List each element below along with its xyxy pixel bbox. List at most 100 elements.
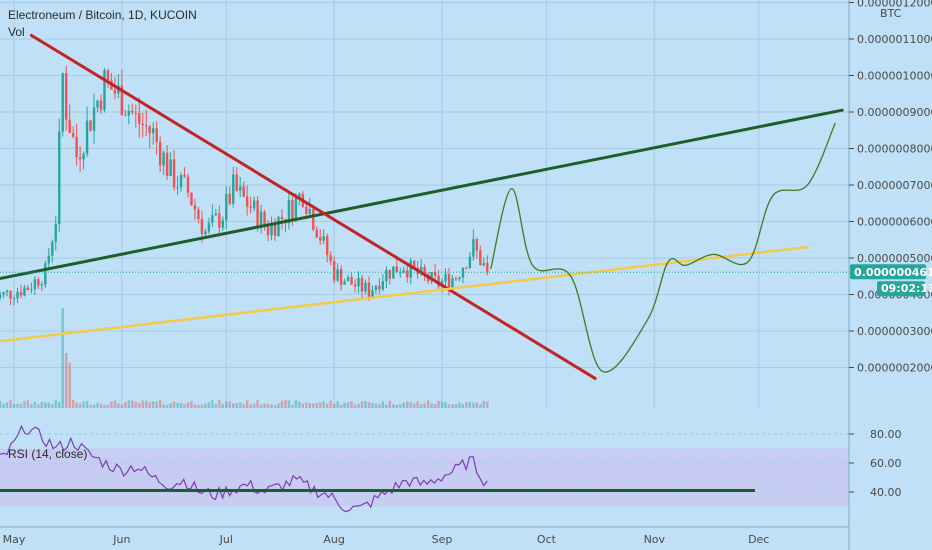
volume-bar [106, 404, 110, 408]
candle-body [204, 231, 207, 235]
candle-body [385, 269, 388, 282]
volume-bar [225, 401, 228, 408]
candle-body [249, 206, 252, 209]
candle-body [232, 174, 235, 204]
time-tick-label: Aug [323, 533, 344, 546]
countdown-label: 09:02:13 [881, 282, 932, 295]
candle-body [423, 267, 426, 275]
candle-body [252, 200, 256, 209]
candle-body [479, 250, 482, 266]
candle-body [23, 287, 26, 296]
volume-bar [259, 404, 263, 408]
candle-body [378, 285, 381, 290]
volume-bar [294, 400, 298, 408]
volume-bar [124, 401, 127, 408]
candle-body [472, 239, 475, 257]
volume-bar [228, 401, 231, 408]
volume-bar [92, 404, 96, 408]
candle-body [242, 186, 245, 197]
volume-bar [458, 402, 461, 408]
volume-bar [468, 401, 472, 408]
candle-body [96, 100, 99, 108]
volume-bar [423, 403, 426, 408]
volume-bar [89, 404, 92, 408]
price-unit-label: BTC [880, 7, 902, 20]
candle-body [12, 298, 16, 300]
candle-body [312, 209, 315, 230]
volume-bar [239, 402, 242, 408]
candle-body [399, 272, 402, 274]
candle-body [468, 256, 472, 269]
candle-body [200, 218, 204, 235]
candle-body [134, 112, 137, 114]
candle-body [44, 263, 47, 285]
volume-bar [127, 400, 131, 408]
rsi-title: RSI (14, close) [8, 447, 87, 461]
candle-body [465, 267, 468, 269]
price-axis-ticks: 0.0000012000 0.0000011000 0.0000010000 0.00… [849, 0, 932, 375]
projection-drawing[interactable] [490, 122, 836, 373]
volume-bar [406, 401, 409, 408]
candle-body [211, 215, 214, 223]
price-plot-area[interactable] [0, 0, 849, 408]
time-tick-label: Sep [432, 533, 453, 546]
rsi-tick-label: 60.00 [870, 457, 902, 470]
price-tick-label: 0.0000002000 [857, 362, 932, 375]
volume-bar [312, 403, 315, 408]
volume-bar [301, 403, 305, 408]
volume-bar [85, 400, 89, 408]
candle-body [214, 213, 218, 216]
candle-body [19, 291, 23, 296]
candle-body [169, 159, 172, 176]
panel-gap [0, 409, 849, 439]
candle-body [33, 279, 37, 290]
volume-bar [131, 400, 134, 408]
price-tick-label: 0.0000009000 [857, 106, 932, 119]
volume-bar [82, 401, 85, 408]
volume-bar [176, 403, 179, 408]
volume-bar [346, 402, 350, 408]
volume-bar [158, 400, 162, 408]
candle-body [47, 255, 50, 264]
trendlines[interactable] [0, 33, 844, 380]
price-tick-label: 0.0000005000 [857, 252, 932, 265]
volume-bar [117, 403, 120, 408]
volume-bar [9, 400, 12, 408]
volume-bar [399, 404, 402, 408]
volume-bar [343, 402, 346, 408]
volume-bar [475, 402, 479, 408]
volume-bar [172, 401, 176, 408]
candle-body [106, 70, 110, 81]
volume-bar [451, 404, 454, 408]
volume-bar [308, 403, 311, 408]
rsi-panel[interactable]: RSI (14, close) [0, 424, 849, 526]
volume-bar [120, 404, 124, 408]
time-tick-label: Jul [219, 533, 233, 546]
candle-body [451, 278, 454, 289]
volume-bar [329, 400, 332, 408]
volume-bar [426, 400, 430, 408]
candle-body [482, 263, 485, 266]
price-axis[interactable]: 0.0000012000 0.0000011000 0.0000010000 0.00… [848, 0, 932, 550]
time-tick-label: Jun [112, 533, 130, 546]
volume-bar [211, 400, 214, 408]
candle-body [124, 114, 127, 116]
volume-bar [183, 404, 186, 408]
volume-bar [12, 404, 16, 408]
volume-bar [353, 404, 357, 408]
candle-body [152, 128, 155, 134]
candle-body [343, 281, 346, 285]
candle-body [145, 125, 148, 127]
candle-body [162, 152, 165, 166]
volume-bar [249, 404, 252, 408]
price-tick-label: 0.0000012000 [857, 0, 932, 10]
volume-bar [58, 401, 61, 408]
price-panel[interactable] [0, 0, 849, 408]
candle-body [75, 136, 78, 158]
rsi-axis-ticks: 80.00 60.00 40.00 [849, 428, 902, 499]
volume-bar [165, 404, 169, 408]
time-axis[interactable]: May Jun Jul Aug Sep Oct Nov Dec [0, 526, 849, 546]
candle-body [298, 193, 301, 198]
